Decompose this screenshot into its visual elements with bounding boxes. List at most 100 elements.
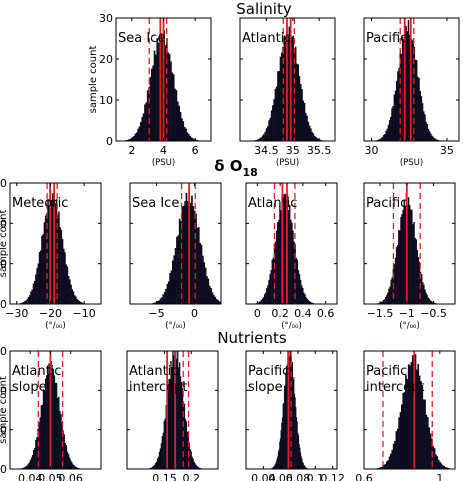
histogram-bar bbox=[76, 467, 79, 469]
histogram-bar bbox=[36, 268, 38, 304]
histogram-bar bbox=[153, 464, 156, 469]
histogram-bar bbox=[283, 193, 285, 304]
histogram-panel: 0 10 20 30 2 4 6 (PSU) sample count Sea Ice bbox=[88, 12, 212, 168]
histogram-bar bbox=[156, 301, 159, 304]
histogram-bar bbox=[277, 222, 279, 304]
histogram-bar bbox=[388, 288, 390, 304]
histogram-bar bbox=[23, 302, 25, 304]
histogram-bar bbox=[269, 274, 271, 304]
histogram-bar bbox=[190, 137, 193, 141]
histogram-bar bbox=[398, 67, 400, 141]
histogram-bar bbox=[391, 108, 393, 141]
histogram-bar bbox=[294, 46, 297, 141]
histogram-bar bbox=[386, 295, 388, 304]
histogram-bar bbox=[192, 458, 194, 469]
histogram-bar bbox=[304, 465, 306, 469]
histogram-bar bbox=[434, 302, 436, 304]
histogram-panel: 0 0.2 0.4 0.6 (°/₀₀) Atlantic bbox=[245, 182, 338, 331]
histogram-bar bbox=[379, 467, 381, 469]
histogram-bar bbox=[288, 26, 291, 142]
histogram-bar bbox=[301, 89, 303, 141]
histogram-bar bbox=[428, 131, 431, 141]
histogram-bar bbox=[423, 284, 425, 304]
histogram-bar bbox=[263, 133, 265, 141]
histogram-bar bbox=[403, 392, 406, 469]
histogram-bar bbox=[394, 440, 396, 469]
row-title: Nutrients bbox=[217, 329, 287, 347]
histogram-bar bbox=[265, 292, 267, 304]
histogram-bar bbox=[395, 80, 398, 141]
histogram-bar bbox=[271, 259, 273, 304]
histogram-bar bbox=[176, 236, 178, 304]
histogram-bar bbox=[175, 90, 178, 141]
histogram-bar bbox=[444, 467, 447, 469]
histogram-bar bbox=[304, 294, 306, 304]
histogram-bar bbox=[196, 227, 199, 304]
histogram-bar bbox=[387, 292, 389, 304]
histogram-bar bbox=[292, 35, 294, 141]
histogram-bar bbox=[178, 218, 181, 304]
histogram-bar bbox=[279, 441, 281, 469]
histogram-bar bbox=[186, 431, 189, 469]
histogram-bar bbox=[413, 47, 416, 141]
histogram-bar bbox=[47, 199, 49, 304]
histogram-bar bbox=[193, 461, 195, 469]
histogram-bar bbox=[65, 445, 68, 469]
histogram-bar bbox=[310, 128, 312, 141]
panel-label: Pacific bbox=[366, 31, 407, 46]
histogram-bar bbox=[389, 286, 391, 304]
histogram-bar bbox=[274, 88, 277, 141]
histogram-bar bbox=[392, 105, 394, 141]
histogram-bar bbox=[294, 393, 296, 469]
histogram-bar bbox=[188, 442, 190, 469]
histogram-bar bbox=[390, 279, 392, 304]
histogram-bar bbox=[259, 137, 261, 141]
histogram-bar bbox=[422, 282, 424, 304]
x-tick-label: 0 bbox=[191, 307, 198, 320]
histogram-bar bbox=[24, 467, 26, 469]
histogram-bar bbox=[435, 139, 438, 141]
histogram-bar bbox=[296, 421, 298, 469]
histogram-bar bbox=[257, 302, 259, 304]
x-axis-label: (PSU) bbox=[400, 158, 423, 168]
axes-frame bbox=[129, 182, 222, 305]
y-tick-label: 30 bbox=[0, 345, 7, 358]
histogram-bar bbox=[443, 465, 445, 469]
histogram-bar bbox=[410, 209, 412, 304]
x-tick-label: 0.15 bbox=[152, 472, 177, 481]
histogram-bar bbox=[179, 376, 182, 469]
x-tick-label: 1 bbox=[436, 472, 443, 481]
histogram-bar bbox=[317, 138, 320, 141]
histogram-bar bbox=[301, 458, 303, 469]
histogram-bar bbox=[400, 216, 402, 304]
histogram-bar bbox=[429, 433, 432, 469]
histogram-bar bbox=[30, 291, 32, 304]
histogram-bar bbox=[177, 235, 180, 304]
histogram-bar bbox=[388, 456, 391, 469]
histogram-bar bbox=[130, 138, 133, 141]
histogram-bar bbox=[156, 458, 159, 469]
histogram-bar bbox=[261, 298, 264, 304]
histogram-bar bbox=[439, 461, 441, 469]
histogram-bar bbox=[298, 444, 300, 469]
histogram-bar bbox=[81, 302, 83, 304]
histogram-bar bbox=[181, 388, 184, 469]
histogram-bar bbox=[259, 301, 261, 304]
row-title-text: δ O bbox=[214, 157, 242, 175]
histogram-bar bbox=[52, 368, 55, 469]
histogram-bar bbox=[432, 136, 434, 141]
histogram-bar bbox=[75, 467, 77, 469]
histogram-bar bbox=[146, 90, 149, 141]
histogram-bar bbox=[157, 456, 160, 469]
histogram-bar bbox=[270, 110, 273, 141]
histogram-bar bbox=[399, 230, 401, 304]
histogram-bar bbox=[47, 374, 49, 469]
histogram-bar bbox=[142, 113, 145, 141]
histogram-bar bbox=[384, 463, 387, 469]
row-title: δ O18 bbox=[214, 157, 258, 179]
histogram-bar bbox=[284, 385, 286, 469]
histogram-bar bbox=[425, 414, 428, 469]
histogram-bar bbox=[182, 121, 185, 141]
histogram-bar bbox=[26, 298, 29, 304]
